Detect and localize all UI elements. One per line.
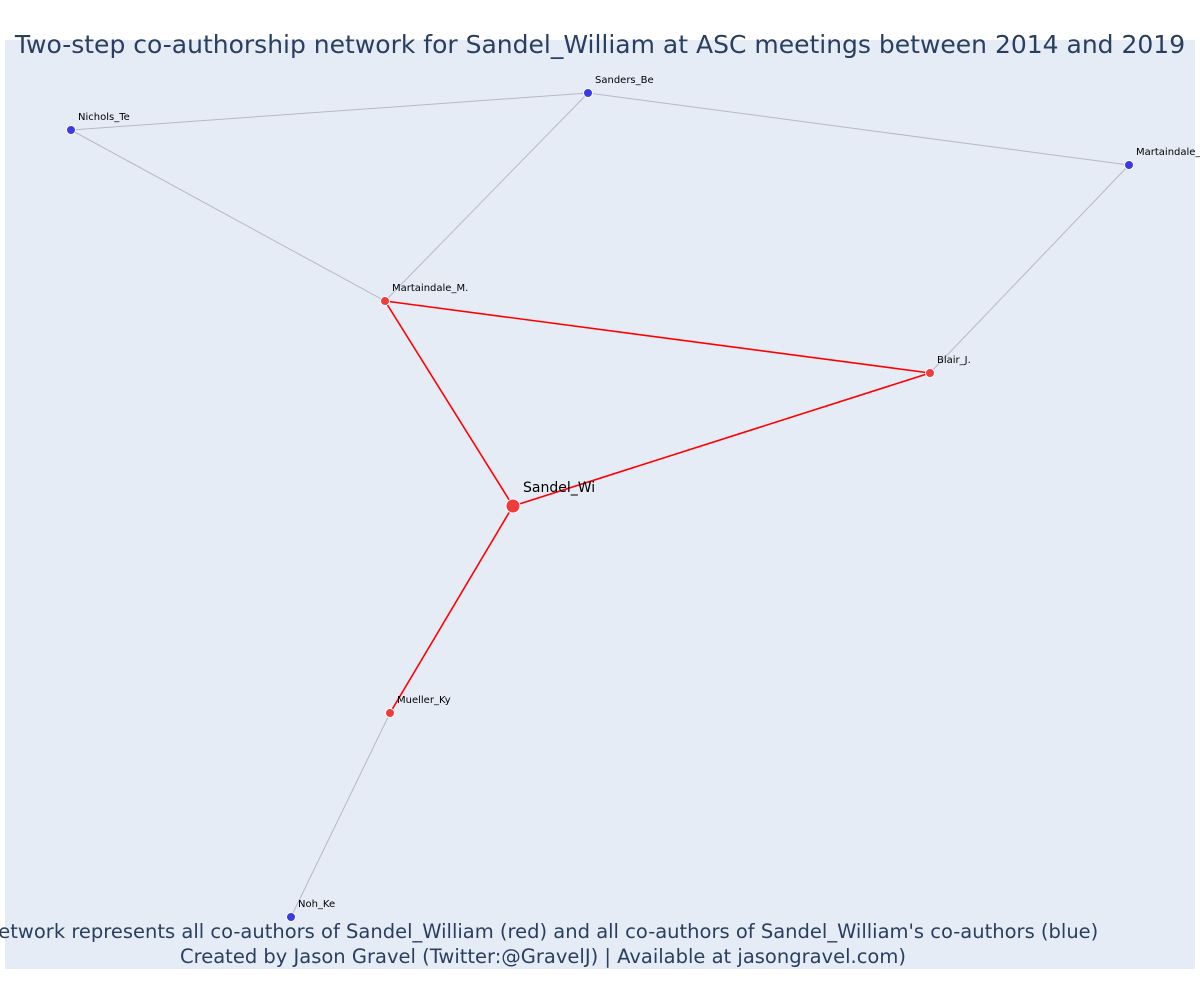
edge-martaindale_m-nichols: [70, 129, 386, 302]
node-label-sandel: Sandel_Wi: [523, 480, 595, 496]
node-noh[interactable]: [286, 912, 296, 922]
node-mueller[interactable]: [385, 708, 395, 718]
node-label-sanders: Sanders_Be: [595, 75, 654, 86]
nodes-layer: [66, 88, 1134, 922]
labels-layer: Sandel_Wi Martaindale_M. Blair_J. Mueller_K…: [78, 75, 1200, 910]
caption-line-2: Created by Jason Gravel (Twitter:@Gravel…: [180, 945, 906, 968]
edge-martaindale_2-blair: [929, 164, 1130, 374]
edge-mueller-noh: [290, 712, 391, 918]
diagram-title: Two-step co-authorship network for Sande…: [14, 30, 1185, 59]
edge-nichols-sanders: [70, 92, 589, 131]
node-label-nichols: Nichols_Te: [78, 112, 130, 123]
edge-martaindale_m-blair: [384, 300, 931, 374]
edge-sandel-martaindale_m: [384, 300, 514, 507]
edge-sandel-blair: [512, 372, 931, 507]
edges-layer: [70, 92, 1130, 918]
node-sanders[interactable]: [583, 88, 593, 98]
node-label-martaindale_m: Martaindale_M.: [392, 283, 468, 294]
node-nichols[interactable]: [66, 125, 76, 135]
node-label-martaindale_2: Martaindale_: [1136, 147, 1200, 158]
node-label-noh: Noh_Ke: [298, 899, 335, 910]
node-sandel[interactable]: [505, 498, 521, 514]
caption-line-1: Network represents all co-authors of San…: [0, 920, 1098, 943]
edge-sanders-martaindale_2: [587, 92, 1130, 166]
node-label-mueller: Mueller_Ky: [397, 695, 451, 706]
node-martaindale_m[interactable]: [380, 296, 390, 306]
node-blair[interactable]: [925, 368, 935, 378]
node-martaindale_2[interactable]: [1124, 160, 1134, 170]
node-label-blair: Blair_J.: [937, 355, 971, 366]
plot-background: [5, 40, 1195, 969]
edge-sandel-mueller: [389, 505, 514, 714]
edge-martaindale_m-sanders: [384, 92, 589, 302]
